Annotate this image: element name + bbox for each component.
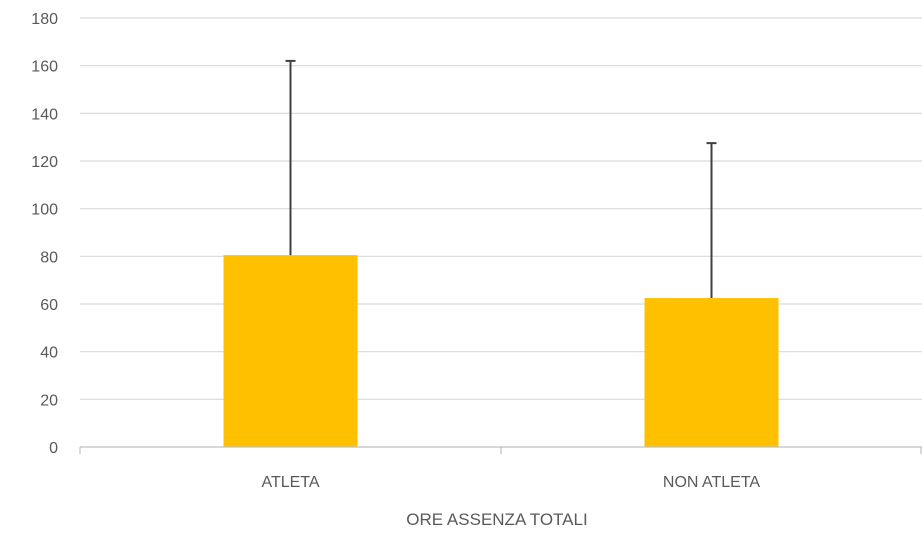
bar (644, 298, 779, 447)
y-tick-label: 60 (40, 297, 58, 314)
y-tick-label: 100 (31, 202, 58, 219)
gridlines (80, 17, 922, 400)
y-tick-label: 180 (31, 11, 58, 28)
x-axis-category-labels: ATLETA NON ATLETA (261, 474, 760, 491)
y-tick-label: 20 (40, 392, 58, 409)
y-axis-tick-labels: 0 20 40 60 80 100 120 140 160 180 (31, 11, 58, 457)
y-tick-label: 40 (40, 345, 58, 362)
bars (223, 255, 779, 447)
x-axis (79, 446, 922, 454)
x-axis-title: ORE ASSENZA TOTALI (406, 510, 587, 529)
y-tick-label: 120 (31, 154, 58, 171)
error-bars (285, 59, 717, 299)
y-tick-label: 140 (31, 106, 58, 123)
x-category-label: ATLETA (261, 474, 319, 491)
y-tick-label: 0 (49, 440, 58, 457)
bar (223, 255, 358, 447)
y-tick-label: 160 (31, 59, 58, 76)
x-category-label: NON ATLETA (663, 474, 761, 491)
y-tick-label: 80 (40, 249, 58, 266)
